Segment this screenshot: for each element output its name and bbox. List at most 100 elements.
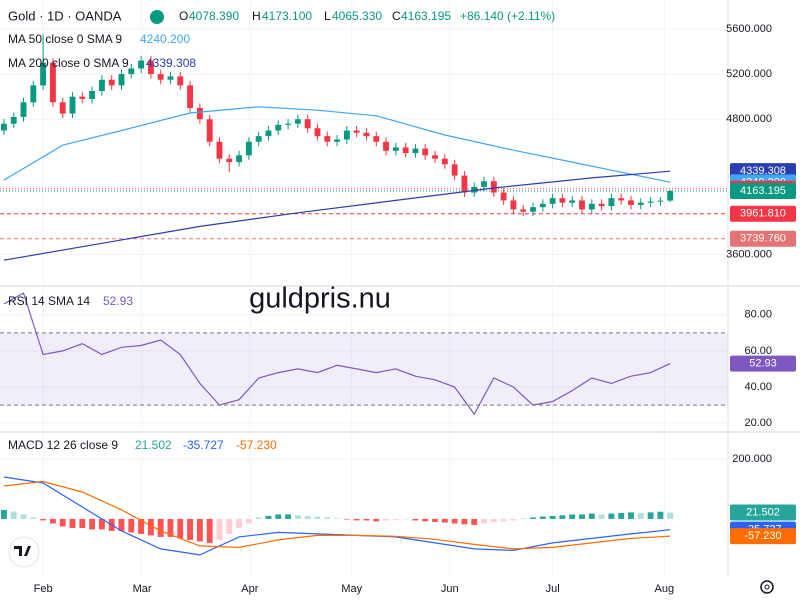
legend: Gold · 1D · OANDA O 4078.390 H 4173.100 … xyxy=(8,8,555,452)
candle-body xyxy=(481,181,487,187)
candle-body xyxy=(539,203,546,208)
candle-body xyxy=(89,91,96,99)
macd-histogram-bar xyxy=(147,518,154,536)
x-tick-label: Aug xyxy=(655,583,675,595)
macd-histogram-bar xyxy=(559,515,566,519)
y-tick-label: 3600.000 xyxy=(726,248,772,260)
candle-body xyxy=(667,191,674,201)
macd-histogram-bar xyxy=(471,518,478,525)
macd-histogram-bar xyxy=(363,518,370,521)
market-open-icon[interactable] xyxy=(150,10,164,24)
macd-histogram-bar xyxy=(500,518,507,522)
y-tick-label: 5600.000 xyxy=(726,23,772,35)
tradingview-logo[interactable] xyxy=(8,536,40,568)
macd-histogram-bar xyxy=(304,515,311,519)
candle-body xyxy=(187,85,194,108)
indicator-name: MA 50 close 0 SMA 9 xyxy=(8,32,122,46)
candle-body xyxy=(402,147,409,154)
indicator-value: -57.230 xyxy=(236,438,277,452)
indicator-value: 52.93 xyxy=(103,294,133,308)
macd-histogram-bar xyxy=(481,518,487,524)
candle-body xyxy=(10,116,17,124)
macd-histogram-bar xyxy=(441,518,448,523)
candle-body xyxy=(265,130,272,137)
y-tick-label: 20.00 xyxy=(744,417,772,429)
candle-body xyxy=(275,124,282,131)
macd-histogram-bar xyxy=(167,518,174,537)
candle-body xyxy=(343,130,350,140)
candle-body xyxy=(510,200,517,210)
macd-histogram-bar xyxy=(79,518,86,528)
candle-body xyxy=(588,203,595,210)
candle-body xyxy=(373,136,380,142)
macd-histogram-bar xyxy=(255,517,262,519)
candle-body xyxy=(69,96,76,114)
ohlc-value: 4065.330 xyxy=(332,9,382,23)
macd-histogram-bar xyxy=(98,518,105,530)
candle-body xyxy=(98,79,105,92)
macd-histogram-bar xyxy=(451,518,458,524)
candle-body xyxy=(245,141,252,156)
candle-body xyxy=(628,200,634,205)
candle-body xyxy=(226,158,233,163)
ohlc-label: L xyxy=(324,9,331,23)
macd-histogram-bar xyxy=(324,517,331,519)
macd-histogram-bar xyxy=(598,514,605,519)
symbol: Gold · 1D · OANDA xyxy=(8,8,122,23)
candle-body xyxy=(196,107,203,120)
macd-histogram-bar xyxy=(89,518,96,530)
ohlc-value: 4173.100 xyxy=(262,9,312,23)
price-badge xyxy=(730,528,796,545)
macd-histogram-bar xyxy=(216,518,223,540)
candle-body xyxy=(108,79,115,86)
indicator-name: MA 200 close 0 SMA 9 xyxy=(8,56,129,70)
macd-histogram-bar xyxy=(187,518,194,540)
candle-body xyxy=(49,62,56,103)
macd-histogram-bar xyxy=(461,518,468,525)
macd-histogram-bar xyxy=(510,518,517,521)
price-badge-label: 3961.810 xyxy=(740,208,786,220)
price-badge xyxy=(730,355,796,372)
macd-histogram-bar xyxy=(608,513,615,519)
macd-histogram-bar xyxy=(549,515,556,519)
indicator-line xyxy=(3,106,671,183)
macd-histogram-bar xyxy=(539,516,546,519)
x-tick-label: Jul xyxy=(546,583,560,595)
x-tick-label: Jun xyxy=(441,583,459,595)
macd-histogram-bar xyxy=(69,518,76,528)
macd-histogram-bar xyxy=(647,512,654,519)
macd-histogram-bar xyxy=(245,518,252,524)
macd-histogram-bar xyxy=(49,518,56,524)
price-badge-label: 3739.760 xyxy=(740,233,786,245)
candle-body xyxy=(324,136,331,142)
candle-body xyxy=(285,123,292,125)
candle-body xyxy=(236,155,243,163)
macd-histogram-bar xyxy=(334,518,340,519)
candle-body xyxy=(530,207,536,212)
indicator-line xyxy=(3,292,671,416)
candle-body xyxy=(520,209,527,212)
ohlc-value: 4078.390 xyxy=(189,9,239,23)
y-tick-label: 40.00 xyxy=(744,381,772,393)
candle-body xyxy=(637,202,644,205)
macd-histogram-bar xyxy=(353,518,360,521)
candle-body xyxy=(451,164,458,176)
macd-histogram-bar xyxy=(275,514,282,519)
macd-histogram-bar xyxy=(157,518,164,537)
macd-histogram-bar xyxy=(373,518,380,522)
ohlc-label: O xyxy=(179,9,188,23)
candle-body xyxy=(432,155,438,159)
candle-body xyxy=(294,119,301,124)
candle-body xyxy=(216,141,223,159)
candle-body xyxy=(363,132,370,137)
candle-body xyxy=(549,198,556,204)
candle-body xyxy=(334,139,340,142)
settings-button[interactable] xyxy=(760,580,774,594)
indicator-line xyxy=(3,476,671,556)
candle-body xyxy=(304,119,311,129)
candle-body xyxy=(392,147,399,151)
grid-layer xyxy=(0,0,728,578)
x-tick-label: Mar xyxy=(133,583,152,595)
ohlc-label: C xyxy=(392,9,401,23)
